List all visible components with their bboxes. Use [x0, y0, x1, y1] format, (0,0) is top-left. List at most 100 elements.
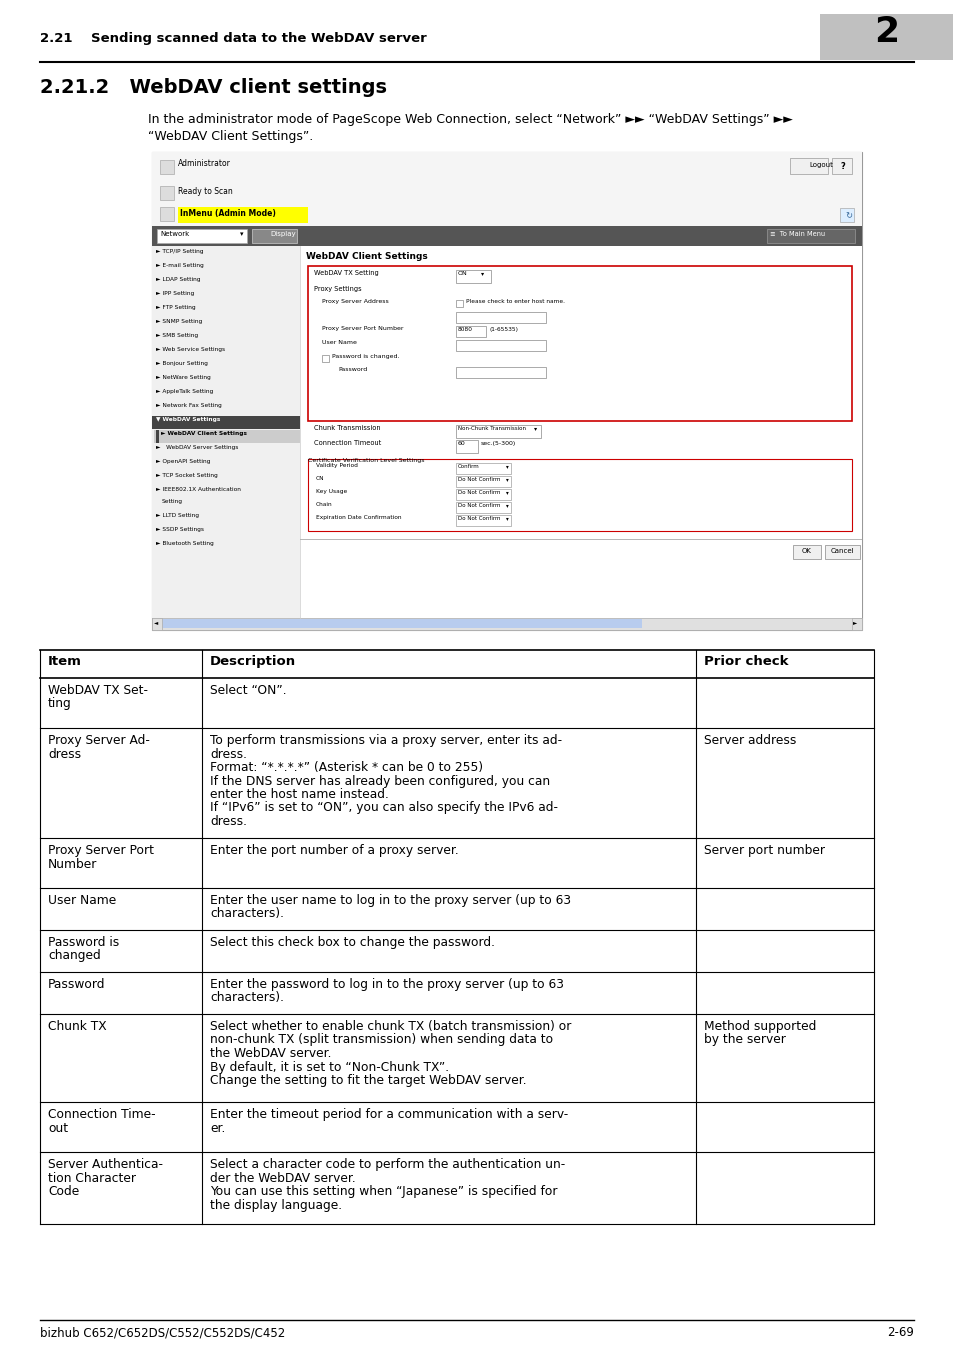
Text: Item: Item: [48, 655, 82, 668]
Bar: [160, 207, 173, 221]
Bar: [456, 463, 511, 474]
Text: Proxy Server Address: Proxy Server Address: [322, 298, 388, 304]
Text: ► TCP/IP Setting: ► TCP/IP Setting: [156, 248, 203, 254]
Text: ► SNMP Setting: ► SNMP Setting: [156, 319, 202, 324]
Text: Key Usage: Key Usage: [315, 489, 347, 494]
Bar: [153, 431, 299, 443]
Text: Enter the timeout period for a communication with a serv-: Enter the timeout period for a communica…: [210, 1108, 568, 1120]
Text: Cancel: Cancel: [829, 548, 853, 554]
Text: tion Character: tion Character: [48, 1172, 136, 1184]
Text: ▾: ▾: [505, 477, 508, 482]
Bar: [456, 477, 511, 487]
Bar: [456, 367, 545, 378]
Text: 2: 2: [874, 15, 899, 49]
Bar: [789, 158, 827, 174]
Text: Method supported: Method supported: [703, 1021, 816, 1033]
Text: dress.: dress.: [210, 815, 247, 828]
Bar: [308, 459, 851, 531]
Text: InMenu (Admin Mode): InMenu (Admin Mode): [180, 209, 275, 217]
Text: ?: ?: [840, 162, 843, 171]
Bar: [456, 425, 540, 437]
Text: ► Bonjour Setting: ► Bonjour Setting: [156, 360, 208, 366]
Bar: [820, 14, 953, 59]
Bar: [456, 514, 511, 526]
Text: ► Bluetooth Setting: ► Bluetooth Setting: [156, 541, 213, 545]
Text: ► IEEE802.1X Authentication: ► IEEE802.1X Authentication: [156, 487, 240, 491]
Text: Proxy Server Ad-: Proxy Server Ad-: [48, 734, 150, 747]
Bar: [456, 270, 491, 284]
Text: CN: CN: [315, 477, 324, 481]
Text: ► LLTD Setting: ► LLTD Setting: [156, 513, 199, 518]
Text: Select this check box to change the password.: Select this check box to change the pass…: [210, 936, 495, 949]
Text: ▼ WebDAV Settings: ▼ WebDAV Settings: [156, 417, 220, 423]
Text: Confirm: Confirm: [457, 464, 479, 468]
Text: Proxy Settings: Proxy Settings: [314, 286, 361, 292]
Text: Validity Period: Validity Period: [315, 463, 357, 468]
Text: Please check to enter host name.: Please check to enter host name.: [465, 298, 564, 304]
Text: Prior check: Prior check: [703, 655, 788, 668]
Bar: [152, 153, 862, 630]
Text: ► Web Service Settings: ► Web Service Settings: [156, 347, 225, 352]
Bar: [162, 620, 641, 628]
Text: User Name: User Name: [322, 340, 356, 346]
Text: Change the setting to fit the target WebDAV server.: Change the setting to fit the target Web…: [210, 1075, 526, 1087]
Text: ◄: ◄: [153, 620, 158, 625]
Bar: [456, 502, 511, 513]
Text: Server address: Server address: [703, 734, 796, 747]
Text: Administrator: Administrator: [178, 159, 231, 167]
Text: ► WebDAV Client Settings: ► WebDAV Client Settings: [161, 431, 247, 436]
Text: ON: ON: [457, 271, 467, 275]
Text: Password: Password: [337, 367, 367, 373]
Text: ▾: ▾: [505, 516, 508, 521]
Bar: [157, 230, 247, 243]
Text: Select a character code to perform the authentication un-: Select a character code to perform the a…: [210, 1158, 565, 1170]
Text: ►: ►: [852, 620, 857, 625]
Text: bizhub C652/C652DS/C552/C552DS/C452: bizhub C652/C652DS/C552/C552DS/C452: [40, 1326, 285, 1339]
Bar: [851, 618, 862, 630]
Text: ► NetWare Setting: ► NetWare Setting: [156, 375, 211, 379]
Text: Password is: Password is: [48, 936, 119, 949]
Text: Password: Password: [48, 977, 106, 991]
Text: enter the host name instead.: enter the host name instead.: [210, 788, 389, 801]
Text: changed: changed: [48, 949, 101, 963]
Text: 2.21    Sending scanned data to the WebDAV server: 2.21 Sending scanned data to the WebDAV …: [40, 32, 426, 45]
Bar: [831, 158, 851, 174]
Text: You can use this setting when “Japanese” is specified for: You can use this setting when “Japanese”…: [210, 1185, 557, 1197]
Text: ▾: ▾: [505, 504, 508, 508]
Text: ► IPP Setting: ► IPP Setting: [156, 292, 194, 296]
Bar: [456, 340, 545, 351]
Text: by the server: by the server: [703, 1034, 785, 1046]
Text: Do Not Confirm: Do Not Confirm: [457, 504, 500, 508]
Text: Do Not Confirm: Do Not Confirm: [457, 477, 500, 482]
Text: ▾: ▾: [505, 464, 508, 468]
Text: Network: Network: [160, 231, 189, 238]
Text: Description: Description: [210, 655, 295, 668]
Bar: [456, 489, 511, 500]
Text: WebDAV TX Set-: WebDAV TX Set-: [48, 684, 148, 697]
Bar: [160, 186, 173, 200]
Text: er.: er.: [210, 1122, 225, 1134]
Text: Server Authentica-: Server Authentica-: [48, 1158, 163, 1170]
Text: ► LDAP Setting: ► LDAP Setting: [156, 277, 200, 282]
Text: Display: Display: [270, 231, 295, 238]
Text: If “IPv6” is set to “ON”, you can also specify the IPv6 ad-: If “IPv6” is set to “ON”, you can also s…: [210, 802, 558, 814]
Text: Enter the password to log in to the proxy server (up to 63: Enter the password to log in to the prox…: [210, 977, 563, 991]
Bar: [152, 618, 162, 630]
Text: Non-Chunk Transmission: Non-Chunk Transmission: [457, 427, 525, 431]
Text: (1-65535): (1-65535): [490, 327, 518, 332]
Text: 2-69: 2-69: [886, 1326, 913, 1339]
Text: WebDAV Client Settings: WebDAV Client Settings: [306, 252, 427, 261]
Bar: [152, 204, 862, 225]
Text: WebDAV TX Setting: WebDAV TX Setting: [314, 270, 378, 275]
Bar: [156, 431, 159, 443]
Text: ▾: ▾: [240, 231, 243, 238]
Text: ► SSDP Settings: ► SSDP Settings: [156, 526, 204, 532]
Bar: [152, 618, 862, 630]
Text: “WebDAV Client Settings”.: “WebDAV Client Settings”.: [148, 130, 313, 143]
Bar: [299, 246, 862, 618]
Text: ► AppleTalk Setting: ► AppleTalk Setting: [156, 389, 213, 394]
Bar: [456, 312, 545, 323]
Text: Server port number: Server port number: [703, 844, 824, 857]
Text: ► OpenAPI Setting: ► OpenAPI Setting: [156, 459, 211, 464]
Text: Code: Code: [48, 1185, 79, 1197]
